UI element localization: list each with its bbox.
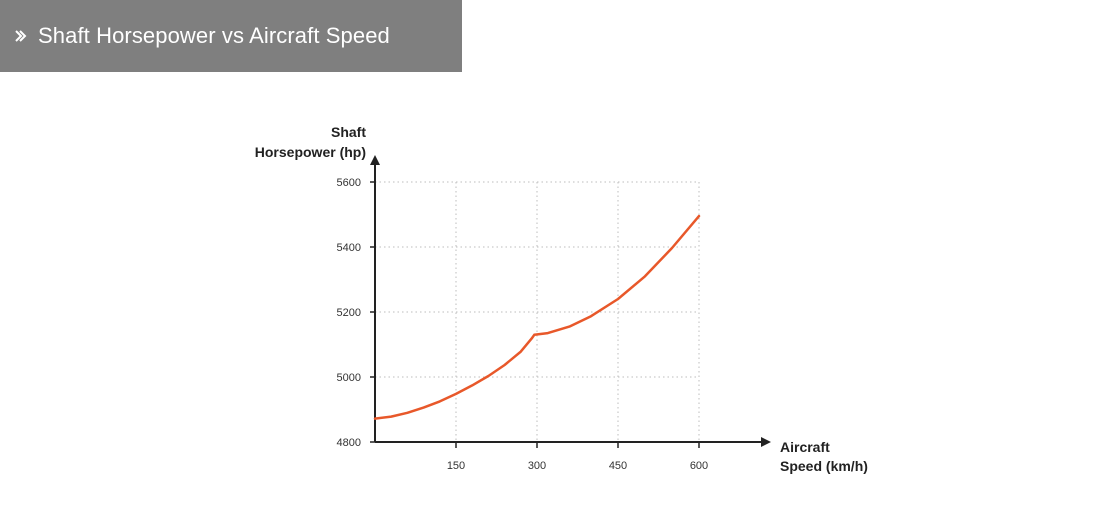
x-tick-label: 300 (528, 460, 546, 472)
x-axis-title-line-1: Aircraft (780, 439, 830, 455)
header-banner: Shaft Horsepower vs Aircraft Speed (0, 0, 462, 72)
series-line (373, 214, 701, 420)
tick-labels: 4800 5000 5200 5400 5600 150 300 450 600 (337, 177, 709, 472)
x-tick-label: 600 (690, 460, 708, 472)
y-tick-label: 4800 (337, 437, 361, 449)
y-tick-label: 5600 (337, 177, 361, 189)
grid (375, 181, 700, 442)
x-axis-title-line-2: Speed (km/h) (780, 458, 868, 474)
double-chevron-right-icon (14, 29, 28, 43)
x-tick-label: 150 (447, 460, 465, 472)
y-tick-label: 5000 (337, 372, 361, 384)
axis-titles: Shaft Horsepower (hp) Aircraft Speed (km… (255, 124, 868, 474)
axes (370, 155, 771, 447)
series (373, 214, 701, 420)
y-axis-title-line-1: Shaft (331, 124, 366, 140)
page-title: Shaft Horsepower vs Aircraft Speed (38, 23, 390, 48)
y-tick-label: 5400 (337, 242, 361, 254)
y-tick-label: 5200 (337, 307, 361, 319)
y-axis-title-line-2: Horsepower (hp) (255, 144, 366, 160)
x-tick-label: 450 (609, 460, 627, 472)
